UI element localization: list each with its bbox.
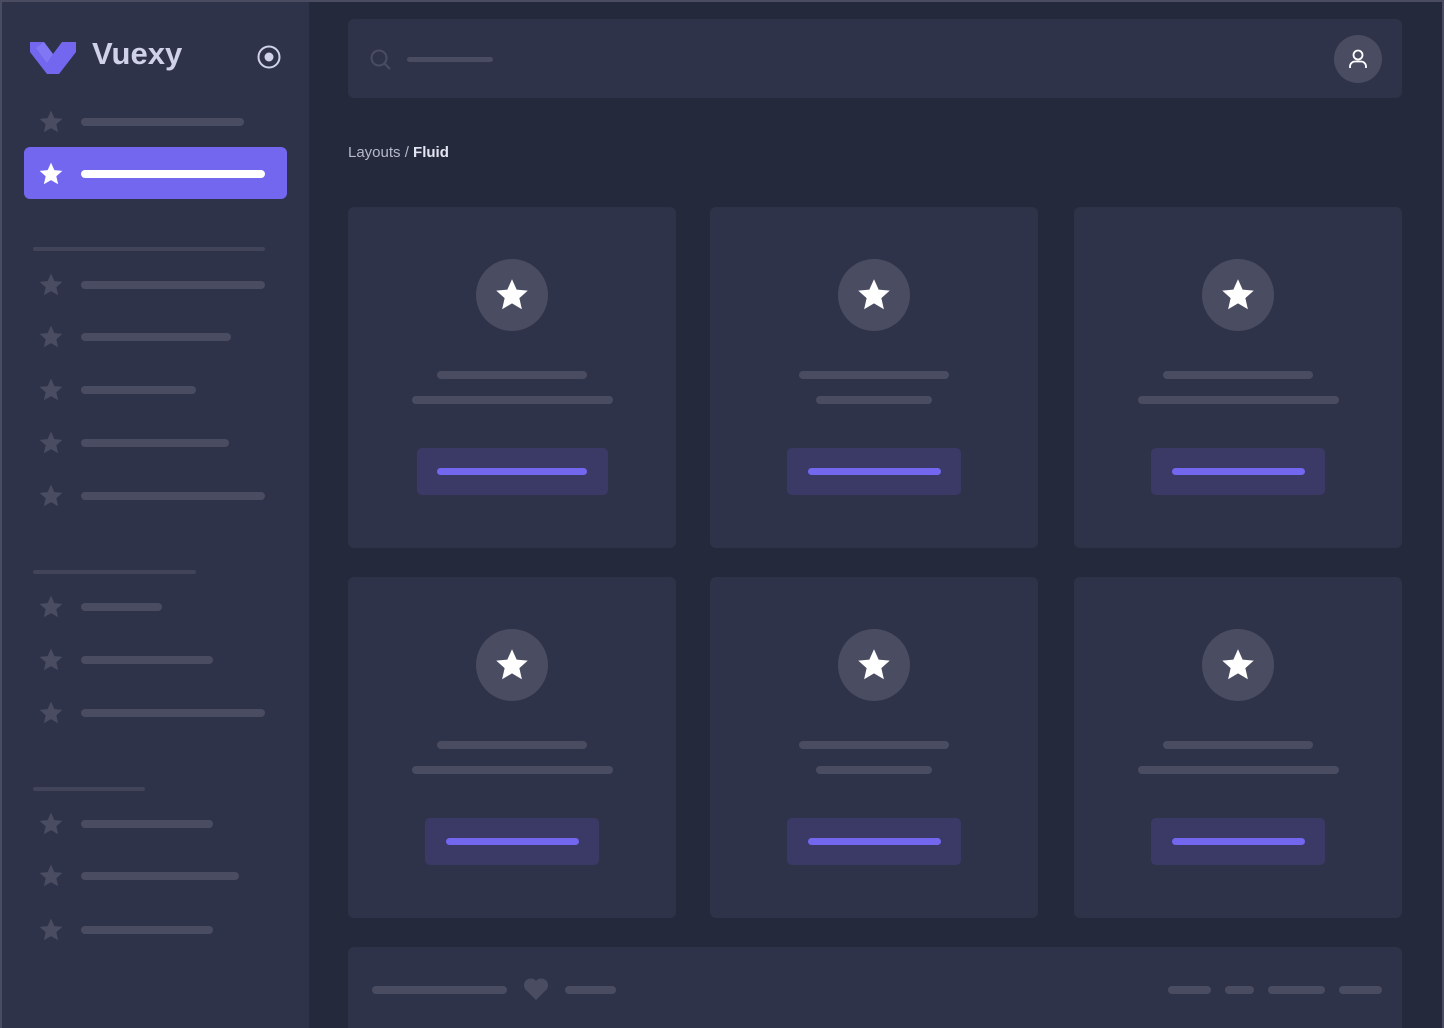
star-icon bbox=[38, 272, 64, 298]
sidebar-item[interactable] bbox=[81, 333, 231, 341]
star-icon bbox=[38, 863, 64, 889]
star-icon bbox=[494, 277, 530, 313]
card-text bbox=[411, 766, 613, 774]
card-title bbox=[437, 741, 587, 749]
card bbox=[1074, 577, 1402, 918]
avatar[interactable] bbox=[1334, 35, 1382, 83]
card bbox=[1074, 207, 1402, 548]
star-icon bbox=[38, 700, 64, 726]
sidebar-item[interactable] bbox=[81, 386, 196, 394]
sidebar-item[interactable] bbox=[81, 439, 229, 447]
footer-link[interactable] bbox=[1225, 986, 1254, 994]
card-button[interactable] bbox=[425, 818, 599, 865]
sidebar-item[interactable] bbox=[81, 281, 265, 289]
footer bbox=[348, 947, 1402, 1028]
card-button[interactable] bbox=[1151, 448, 1325, 495]
card-text bbox=[411, 396, 613, 404]
section-divider bbox=[33, 787, 145, 791]
footer-text bbox=[372, 986, 507, 994]
card-title bbox=[437, 371, 587, 379]
card-icon bbox=[476, 629, 548, 701]
star-icon bbox=[1220, 647, 1256, 683]
breadcrumb-parent[interactable]: Layouts / bbox=[348, 144, 414, 161]
card bbox=[348, 577, 676, 918]
sidebar-item[interactable] bbox=[81, 118, 244, 126]
sidebar-item[interactable] bbox=[81, 170, 265, 178]
section-divider bbox=[33, 247, 265, 251]
card-button-label bbox=[1171, 468, 1305, 475]
user-icon bbox=[1349, 49, 1367, 68]
card-button-label bbox=[445, 838, 579, 845]
breadcrumb-current: Fluid bbox=[413, 144, 449, 161]
card-button-label bbox=[437, 468, 587, 475]
sidebar-item[interactable] bbox=[81, 709, 265, 717]
star-icon bbox=[38, 324, 64, 350]
star-icon bbox=[38, 594, 64, 620]
sidebar-item[interactable] bbox=[81, 820, 213, 828]
star-icon bbox=[856, 647, 892, 683]
card bbox=[710, 207, 1038, 548]
star-icon bbox=[856, 277, 892, 313]
card-icon bbox=[838, 629, 910, 701]
card-text bbox=[816, 766, 932, 774]
card-button[interactable] bbox=[787, 818, 961, 865]
footer-text bbox=[565, 986, 616, 994]
star-icon bbox=[38, 483, 64, 509]
search-icon[interactable] bbox=[370, 49, 392, 71]
card-title bbox=[799, 741, 949, 749]
star-icon bbox=[494, 647, 530, 683]
card-title bbox=[1163, 371, 1313, 379]
brand-name: Vuexy bbox=[92, 36, 183, 71]
card bbox=[348, 207, 676, 548]
breadcrumb: Layouts / Fluid bbox=[348, 144, 449, 161]
card-icon bbox=[476, 259, 548, 331]
card-button[interactable] bbox=[787, 448, 961, 495]
footer-link[interactable] bbox=[1268, 986, 1325, 994]
card-button-label bbox=[807, 468, 941, 475]
card-icon bbox=[1202, 629, 1274, 701]
star-icon bbox=[38, 647, 64, 673]
star-icon bbox=[38, 377, 64, 403]
sidebar-item[interactable] bbox=[81, 926, 213, 934]
card-button-label bbox=[807, 838, 941, 845]
radio-circle-icon[interactable] bbox=[257, 45, 281, 69]
star-icon bbox=[38, 811, 64, 837]
card-icon bbox=[838, 259, 910, 331]
star-icon bbox=[38, 917, 64, 943]
card-text bbox=[816, 396, 932, 404]
card-button[interactable] bbox=[1151, 818, 1325, 865]
sidebar-item[interactable] bbox=[81, 603, 162, 611]
star-icon bbox=[38, 161, 64, 187]
sidebar-item[interactable] bbox=[81, 656, 213, 664]
sidebar-item[interactable] bbox=[81, 872, 239, 880]
section-divider bbox=[33, 570, 196, 574]
card-icon bbox=[1202, 259, 1274, 331]
star-icon bbox=[38, 109, 64, 135]
card-text bbox=[1137, 396, 1339, 404]
star-icon bbox=[1220, 277, 1256, 313]
navbar bbox=[348, 19, 1402, 98]
sidebar: Vuexy bbox=[2, 2, 309, 1028]
sidebar-item[interactable] bbox=[81, 492, 265, 500]
footer-link[interactable] bbox=[1168, 986, 1211, 994]
card-title bbox=[799, 371, 949, 379]
search-input[interactable] bbox=[407, 57, 493, 62]
star-icon bbox=[38, 430, 64, 456]
card bbox=[710, 577, 1038, 918]
heart-icon bbox=[523, 978, 549, 1000]
footer-link[interactable] bbox=[1339, 986, 1382, 994]
card-button[interactable] bbox=[416, 448, 608, 495]
card-text bbox=[1137, 766, 1339, 774]
vuexy-logo-icon bbox=[30, 42, 76, 74]
card-button-label bbox=[1171, 838, 1305, 845]
card-title bbox=[1163, 741, 1313, 749]
